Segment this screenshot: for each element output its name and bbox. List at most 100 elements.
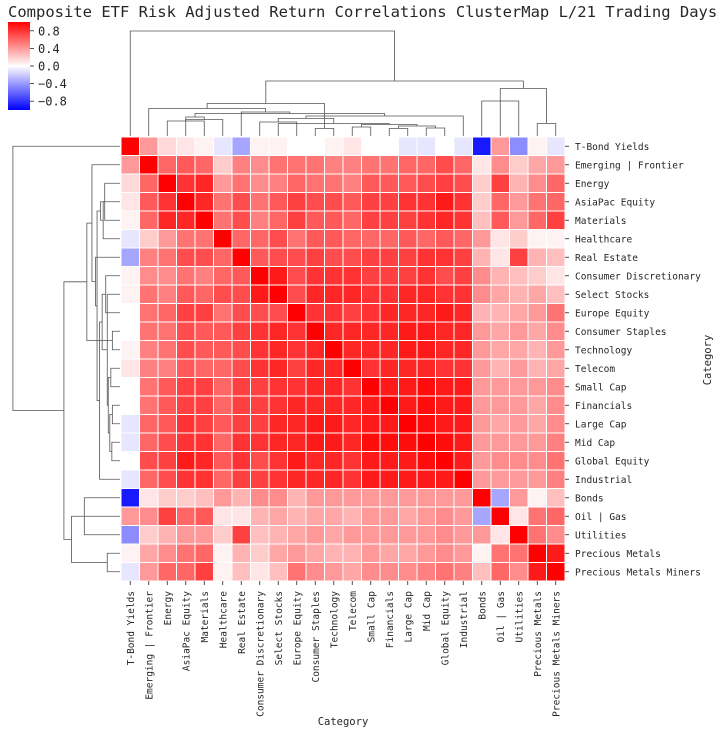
- heatmap-cell: [157, 432, 177, 452]
- heatmap-cell: [305, 247, 325, 267]
- heatmap-cell: [398, 136, 418, 156]
- dendrogram-link: [106, 552, 120, 573]
- heatmap-cell: [416, 543, 436, 563]
- heatmap-cell: [342, 377, 362, 397]
- colorbar-gradient: [8, 22, 30, 110]
- heatmap-cell: [398, 506, 418, 526]
- heatmap-cell: [342, 266, 362, 286]
- heatmap-cell: [231, 562, 251, 582]
- heatmap-cell: [435, 414, 455, 434]
- heatmap-cell: [139, 451, 159, 471]
- heatmap-cell: [435, 210, 455, 230]
- heatmap-cell: [416, 340, 436, 360]
- heatmap-cell: [139, 488, 159, 508]
- heatmap-cell: [194, 562, 214, 582]
- heatmap-cell: [398, 562, 418, 582]
- dendrogram-link: [314, 128, 335, 136]
- heatmap-cell: [324, 432, 344, 452]
- heatmap-cell: [361, 155, 381, 175]
- heatmap-cell: [527, 192, 547, 212]
- dendrogram-link: [277, 118, 335, 124]
- heatmap-cell: [213, 229, 233, 249]
- heatmap-cell: [139, 395, 159, 415]
- heatmap-cell: [490, 377, 510, 397]
- heatmap-cell: [231, 136, 251, 156]
- row-label: Large Cap: [575, 419, 627, 430]
- row-label: Telecom: [575, 364, 615, 375]
- heatmap-cell: [194, 155, 214, 175]
- row-label: Precious Metals: [575, 549, 661, 560]
- heatmap-cell: [472, 451, 492, 471]
- heatmap-cell: [213, 247, 233, 267]
- heatmap-cell: [546, 340, 566, 360]
- heatmap-cell: [398, 432, 418, 452]
- heatmap-cell: [379, 395, 399, 415]
- heatmap-cell: [250, 469, 270, 489]
- heatmap-cell: [213, 414, 233, 434]
- heatmap-cell: [250, 192, 270, 212]
- heatmap-cell: [250, 173, 270, 193]
- heatmap-cell: [379, 506, 399, 526]
- heatmap-cell: [546, 284, 566, 304]
- heatmap-cell: [509, 506, 529, 526]
- heatmap-cell: [472, 192, 492, 212]
- heatmap-cell: [342, 340, 362, 360]
- heatmap-cell: [157, 451, 177, 471]
- heatmap-cell: [453, 229, 473, 249]
- heatmap-cell: [324, 136, 344, 156]
- heatmap-cell: [453, 266, 473, 286]
- heatmap-cell: [305, 488, 325, 508]
- heatmap-cell: [250, 414, 270, 434]
- heatmap-cell: [157, 266, 177, 286]
- dendrogram-link: [111, 441, 120, 462]
- heatmap-cell: [157, 210, 177, 230]
- heatmap-cell: [157, 155, 177, 175]
- dendrogram-link: [194, 113, 386, 117]
- heatmap-cell: [453, 562, 473, 582]
- heatmap-cell: [305, 321, 325, 341]
- heatmap-cell: [231, 210, 251, 230]
- heatmap-cell: [268, 506, 288, 526]
- heatmap-cell: [250, 340, 270, 360]
- heatmap-cell: [490, 451, 510, 471]
- heatmap-cell: [287, 173, 307, 193]
- chart-title: Composite ETF Risk Adjusted Return Corre…: [8, 3, 718, 21]
- heatmap-cell: [213, 562, 233, 582]
- heatmap-cell: [268, 358, 288, 378]
- heatmap-cell: [176, 562, 196, 582]
- heatmap-cell: [490, 543, 510, 563]
- heatmap-cell: [120, 303, 140, 323]
- heatmap-cell: [490, 173, 510, 193]
- heatmap-cell: [287, 525, 307, 545]
- heatmap-cell: [398, 395, 418, 415]
- heatmap-cell: [194, 173, 214, 193]
- heatmap-cell: [194, 377, 214, 397]
- col-label: Small Cap: [366, 591, 377, 643]
- heatmap-cell: [324, 303, 344, 323]
- heatmap-cell: [342, 562, 362, 582]
- heatmap-cell: [287, 358, 307, 378]
- heatmap-cell: [416, 247, 436, 267]
- heatmap-cell: [398, 247, 418, 267]
- heatmap-cell: [379, 247, 399, 267]
- row-label: Utilities: [575, 530, 626, 541]
- heatmap-cell: [416, 210, 436, 230]
- heatmap-cell: [324, 525, 344, 545]
- heatmap-cell: [287, 321, 307, 341]
- heatmap-cell: [213, 451, 233, 471]
- heatmap-cell: [194, 229, 214, 249]
- heatmap-cell: [194, 192, 214, 212]
- heatmap-cell: [176, 469, 196, 489]
- heatmap-cell: [453, 377, 473, 397]
- heatmap-cell: [435, 432, 455, 452]
- heatmap-cell: [268, 395, 288, 415]
- heatmap-cell: [324, 192, 344, 212]
- heatmap-cell: [398, 192, 418, 212]
- dendrogram-link: [499, 88, 547, 124]
- heatmap-cell: [527, 543, 547, 563]
- colorbar: [8, 22, 30, 110]
- heatmap-cell: [176, 303, 196, 323]
- heatmap-cell: [398, 358, 418, 378]
- heatmap-cell: [527, 229, 547, 249]
- col-label: Technology: [329, 591, 340, 648]
